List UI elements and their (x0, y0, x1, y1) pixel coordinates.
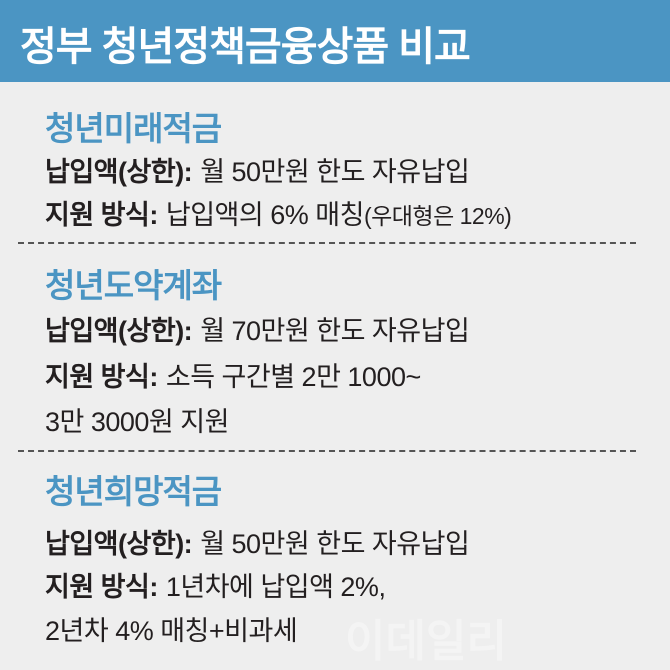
support-value: 소득 구간별 2만 1000~ (165, 362, 421, 392)
support-label: 지원 방식: (45, 572, 158, 602)
payment-line: 납입액(상한): 월 50만원 한도 자유납입 (45, 150, 470, 189)
support-label: 지원 방식: (45, 362, 158, 392)
payment-label: 납입액(상한): (45, 157, 193, 187)
section-divider (18, 242, 636, 244)
payment-value: 월 50만원 한도 자유납입 (200, 157, 470, 187)
section-title-leap-account: 청년도약계좌 (45, 267, 222, 304)
support-line: 지원 방식: 1년차에 납입액 2%, (45, 565, 386, 604)
support-value: 납입액의 6% 매칭 (165, 200, 365, 230)
support-value: 1년차에 납입액 2%, (165, 572, 386, 602)
payment-label: 납입액(상한): (45, 316, 193, 346)
support-note: (우대형은 12%) (363, 203, 512, 229)
support-label: 지원 방식: (45, 200, 158, 230)
section-title-hope-savings: 청년희망적금 (45, 473, 222, 510)
payment-line: 납입액(상한): 월 50만원 한도 자유납입 (45, 522, 470, 561)
payment-label: 납입액(상한): (45, 529, 193, 559)
page-title: 정부 청년정책금융상품 비교 (20, 25, 471, 69)
support-line: 지원 방식: 소득 구간별 2만 1000~ (45, 355, 421, 394)
section-divider (18, 450, 636, 452)
support-line-continued: 3만 3000원 지원 (45, 407, 229, 437)
header-banner: 정부 청년정책금융상품 비교 (0, 0, 670, 82)
support-line-continued: 2년차 4% 매칭+비과세 (45, 616, 298, 646)
support-line: 지원 방식: 납입액의 6% 매칭(우대형은 12%) (45, 193, 512, 232)
section-title-future-savings: 청년미래적금 (45, 110, 222, 147)
payment-value: 월 50만원 한도 자유납입 (200, 529, 470, 559)
watermark-logo: 이데일리 (345, 617, 507, 666)
payment-value: 월 70만원 한도 자유납입 (200, 316, 470, 346)
payment-line: 납입액(상한): 월 70만원 한도 자유납입 (45, 309, 470, 348)
